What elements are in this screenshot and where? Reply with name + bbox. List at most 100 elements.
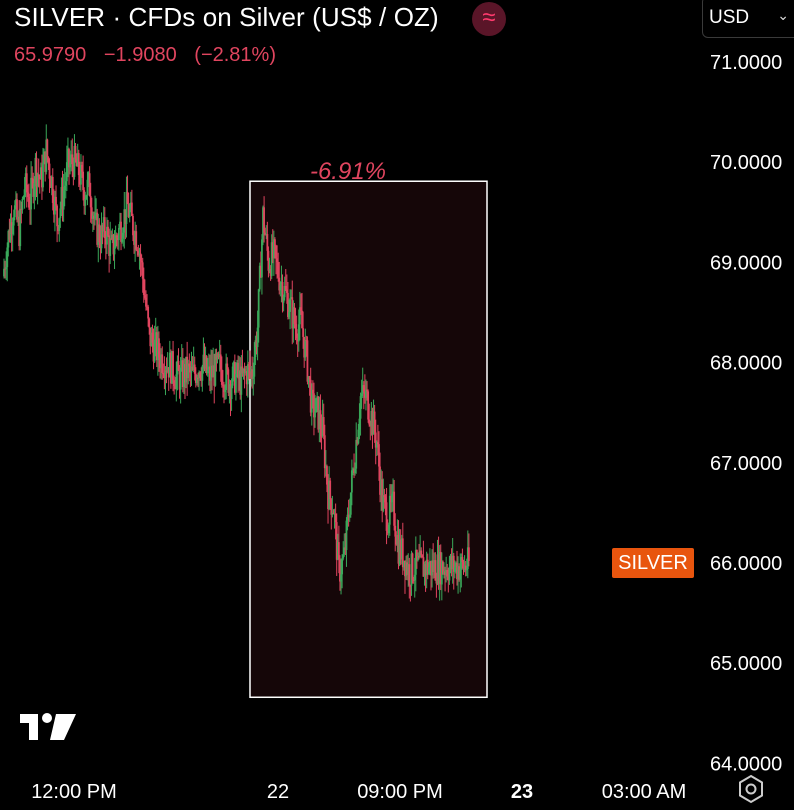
candle-body: [168, 352, 171, 378]
chevron-down-icon: ⌄: [777, 7, 789, 23]
candle-body: [447, 576, 450, 581]
candle-body: [366, 389, 368, 392]
candle-body: [242, 368, 245, 374]
candle-body: [388, 495, 391, 525]
candle-body: [149, 327, 152, 347]
candle-body: [236, 362, 238, 374]
candle-body: [243, 368, 246, 373]
candle-body: [16, 199, 18, 220]
y-tick-label: 68.0000: [710, 353, 782, 375]
y-tick-label: 70.0000: [710, 152, 782, 174]
candle-body: [350, 470, 353, 493]
candle-body: [460, 557, 463, 570]
candle-body: [315, 398, 318, 413]
candle-body: [396, 535, 399, 545]
candle-body: [406, 562, 409, 575]
candle-body: [432, 560, 435, 572]
candle-body: [102, 217, 105, 232]
candle-body: [277, 262, 280, 278]
candle-body: [158, 338, 160, 358]
candle-body: [189, 366, 192, 373]
candle-body: [9, 222, 12, 240]
candle-body: [457, 566, 459, 580]
candle-body: [253, 356, 256, 377]
candle-body: [402, 560, 405, 568]
symbol-price-tag: SILVER: [612, 548, 694, 578]
candle-body: [172, 351, 174, 381]
candle-body: [25, 173, 28, 193]
candle-body: [465, 568, 468, 571]
candle-body: [205, 356, 208, 374]
candle-body: [226, 363, 229, 370]
candle-body: [267, 250, 270, 271]
candle-body: [371, 410, 374, 435]
candle-body: [436, 554, 439, 584]
candle-body: [240, 366, 243, 395]
candle-body: [294, 323, 297, 330]
candle-body: [202, 354, 205, 367]
candle-body: [373, 411, 376, 433]
candle-body: [254, 340, 257, 357]
candle-body: [133, 235, 135, 245]
candle-body: [398, 539, 401, 564]
candle-body: [233, 362, 236, 393]
candle-body: [190, 366, 193, 373]
candle-body: [423, 564, 426, 577]
candle-body: [29, 207, 31, 210]
candle-body: [365, 389, 367, 398]
candle-body: [182, 364, 185, 388]
candle-body: [76, 153, 79, 167]
candle-body: [352, 468, 354, 471]
candle-body: [333, 513, 336, 515]
candle-body: [297, 324, 300, 342]
candle-body: [344, 547, 347, 551]
candle-body: [420, 550, 423, 556]
candle-body: [24, 173, 27, 190]
candle-body: [251, 369, 254, 379]
candle-body: [409, 585, 412, 587]
candle-body: [433, 560, 436, 572]
gear-icon[interactable]: [736, 774, 766, 809]
measure-box[interactable]: [249, 180, 488, 699]
candle-body: [69, 162, 72, 168]
candle-body: [47, 157, 50, 164]
candle-body: [7, 230, 10, 248]
candle-body: [262, 207, 264, 240]
candle-body: [346, 514, 349, 521]
wave-icon[interactable]: ≈: [472, 2, 506, 36]
candle-body: [445, 569, 448, 576]
y-tick-label: 71.0000: [710, 52, 782, 74]
currency-select[interactable]: USD ⌄: [702, 0, 794, 38]
candle-body: [201, 366, 204, 381]
candle-body: [194, 373, 197, 383]
candle-body: [387, 524, 390, 534]
candle-body: [413, 574, 416, 581]
candle-body: [128, 209, 131, 217]
candle-body: [426, 559, 429, 574]
candle-body: [169, 352, 172, 384]
candle-body: [393, 491, 396, 526]
candle-body: [434, 560, 437, 581]
y-tick-label: 64.0000: [710, 753, 782, 775]
candle-body: [246, 364, 249, 385]
candle-body: [248, 364, 250, 366]
candle-body: [160, 354, 163, 369]
candle-body: [279, 284, 282, 291]
candle-body: [11, 225, 14, 235]
candle-body: [110, 238, 113, 240]
candle-body: [5, 267, 8, 270]
candle-body: [111, 234, 114, 239]
candle-body: [384, 497, 387, 503]
tradingview-logo[interactable]: [20, 712, 76, 747]
candle-body: [99, 242, 102, 249]
candle-body: [204, 356, 207, 369]
symbol-title[interactable]: SILVER · CFDs on Silver (US$ / OZ): [14, 2, 439, 32]
candle-body: [228, 384, 231, 393]
candle-body: [114, 235, 117, 248]
candle-body: [385, 502, 388, 531]
candle-body: [270, 242, 273, 277]
candle-body: [13, 205, 16, 218]
candle-body: [207, 366, 210, 370]
candle-body: [152, 342, 155, 362]
